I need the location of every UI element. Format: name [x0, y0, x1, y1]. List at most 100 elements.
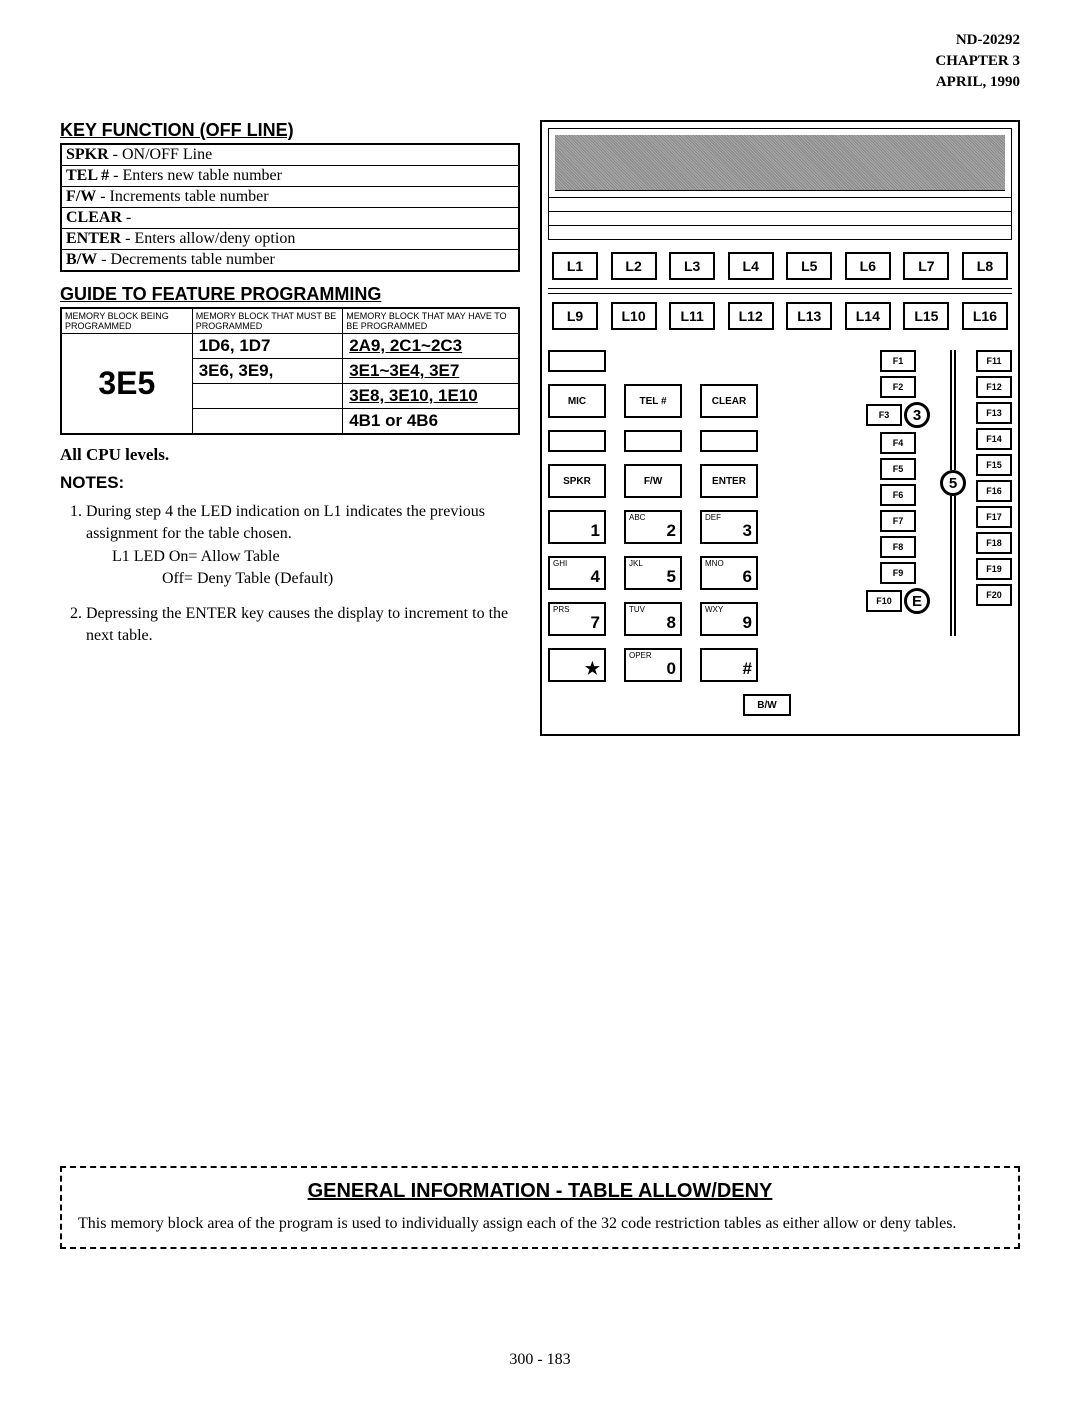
f-key[interactable]: F8	[880, 536, 916, 558]
step-e-circle: E	[904, 588, 930, 614]
l-key[interactable]: L16	[962, 302, 1008, 330]
page-number: 300 - 183	[0, 1351, 1080, 1369]
table-row: CLEAR -	[61, 208, 519, 229]
guide-cell: 3E1~3E4, 3E7	[343, 359, 519, 384]
step-5-circle: 5	[940, 470, 966, 496]
cpu-levels: All CPU levels.	[60, 445, 520, 465]
l-key[interactable]: L3	[669, 252, 715, 280]
f-key[interactable]: F13	[976, 402, 1012, 424]
l-key[interactable]: L1	[552, 252, 598, 280]
f-key[interactable]: F5	[880, 458, 916, 480]
l-key[interactable]: L6	[845, 252, 891, 280]
l-key-row-1: L1 L2 L3 L4 L5 L6 L7 L8	[548, 246, 1012, 286]
f-key[interactable]: F11	[976, 350, 1012, 372]
table-row: B/W - Decrements table number	[61, 250, 519, 272]
guide-cell: 3E6, 3E9,	[192, 359, 343, 384]
digit-key[interactable]: WXY9	[700, 602, 758, 636]
pound-key[interactable]: #	[700, 648, 758, 682]
f-key[interactable]: F20	[976, 584, 1012, 606]
blank-key	[624, 430, 682, 452]
l-key[interactable]: L5	[786, 252, 832, 280]
notes-list: During step 4 the LED indication on L1 i…	[60, 501, 520, 647]
digit-key[interactable]: GHI4	[548, 556, 606, 590]
guide-cell	[192, 384, 343, 409]
f-key[interactable]: F3	[866, 404, 902, 426]
enter-key[interactable]: ENTER	[700, 464, 758, 498]
f-key[interactable]: F18	[976, 532, 1012, 554]
digit-key[interactable]: ABC2	[624, 510, 682, 544]
doc-chapter: CHAPTER 3	[935, 51, 1020, 72]
table-row: ENTER - Enters allow/deny option	[61, 229, 519, 250]
guide-cell: 3E8, 3E10, 1E10	[343, 384, 519, 409]
note-item: During step 4 the LED indication on L1 i…	[86, 501, 520, 591]
doc-header: ND-20292 CHAPTER 3 APRIL, 1990	[935, 30, 1020, 93]
l-key[interactable]: L10	[611, 302, 657, 330]
tel-key[interactable]: TEL #	[624, 384, 682, 418]
f-key[interactable]: F14	[976, 428, 1012, 450]
digit-key[interactable]: PRS7	[548, 602, 606, 636]
doc-id: ND-20292	[935, 30, 1020, 51]
f-key[interactable]: F9	[880, 562, 916, 584]
f-key[interactable]: F10	[866, 590, 902, 612]
l-key[interactable]: L8	[962, 252, 1008, 280]
star-key[interactable]: ★	[548, 648, 606, 682]
step-3-circle: 3	[904, 402, 930, 428]
mic-key[interactable]: MIC	[548, 384, 606, 418]
guide-cell: 1D6, 1D7	[192, 334, 343, 359]
guide-cell: 2A9, 2C1~2C3	[343, 334, 519, 359]
l-key[interactable]: L11	[669, 302, 715, 330]
digit-key[interactable]: DEF3	[700, 510, 758, 544]
clear-key[interactable]: CLEAR	[700, 384, 758, 418]
guide-header: MEMORY BLOCK THAT MUST BE PROGRAMMED	[192, 308, 343, 334]
l-key[interactable]: L9	[552, 302, 598, 330]
f-key[interactable]: F1	[880, 350, 916, 372]
digit-key[interactable]: MNO6	[700, 556, 758, 590]
f-key[interactable]: F7	[880, 510, 916, 532]
doc-date: APRIL, 1990	[935, 72, 1020, 93]
notes-title: NOTES:	[60, 473, 520, 493]
guide-cell	[192, 409, 343, 435]
key-function-table: SPKR - ON/OFF Line TEL # - Enters new ta…	[60, 143, 520, 272]
f-key[interactable]: F4	[880, 432, 916, 454]
note-item: Depressing the ENTER key causes the disp…	[86, 603, 520, 648]
table-row: SPKR - ON/OFF Line	[61, 144, 519, 166]
f-key[interactable]: F17	[976, 506, 1012, 528]
f-key[interactable]: F16	[976, 480, 1012, 502]
l-key[interactable]: L2	[611, 252, 657, 280]
f-keys-right: F11 F12 F13 F14 F15 F16 F17 F18 F19 F20	[976, 350, 1012, 728]
digit-key[interactable]: OPER0	[624, 648, 682, 682]
table-row: TEL # - Enters new table number	[61, 166, 519, 187]
digit-key[interactable]: JKL5	[624, 556, 682, 590]
f-key[interactable]: F2	[880, 376, 916, 398]
digit-key[interactable]: TUV8	[624, 602, 682, 636]
guide-title: GUIDE TO FEATURE PROGRAMMING	[60, 284, 520, 305]
l-key[interactable]: L14	[845, 302, 891, 330]
digit-key[interactable]: 1	[548, 510, 606, 544]
fw-key[interactable]: F/W	[624, 464, 682, 498]
general-info-title: GENERAL INFORMATION - TABLE ALLOW/DENY	[78, 1180, 1002, 1203]
guide-header: MEMORY BLOCK BEING PROGRAMMED	[61, 308, 192, 334]
l-key[interactable]: L4	[728, 252, 774, 280]
keypad: MIC TEL # CLEAR SPKR F/W ENTER	[548, 350, 856, 728]
guide-header: MEMORY BLOCK THAT MAY HAVE TO BE PROGRAM…	[343, 308, 519, 334]
table-row: F/W - Increments table number	[61, 187, 519, 208]
l-key[interactable]: L7	[903, 252, 949, 280]
l-key[interactable]: L12	[728, 302, 774, 330]
phone-diagram: L1 L2 L3 L4 L5 L6 L7 L8 L9 L10 L11 L12 L…	[540, 120, 1020, 736]
key-function-title: KEY FUNCTION (OFF LINE)	[60, 120, 520, 141]
f-keys-left: F1 F2 F3 3 F4 F5 F6 F7 F8 F9 F10	[866, 350, 930, 728]
blank-key	[548, 430, 606, 452]
l-key-row-2: L9 L10 L11 L12 L13 L14 L15 L16	[548, 296, 1012, 336]
spkr-key[interactable]: SPKR	[548, 464, 606, 498]
f-key[interactable]: F6	[880, 484, 916, 506]
general-info-body: This memory block area of the program is…	[78, 1213, 1002, 1235]
blank-key	[548, 350, 606, 372]
l-key[interactable]: L13	[786, 302, 832, 330]
f-key[interactable]: F19	[976, 558, 1012, 580]
guide-cell: 4B1 or 4B6	[343, 409, 519, 435]
bw-key[interactable]: B/W	[743, 694, 791, 716]
l-key[interactable]: L15	[903, 302, 949, 330]
general-info-box: GENERAL INFORMATION - TABLE ALLOW/DENY T…	[60, 1166, 1020, 1249]
f-key[interactable]: F12	[976, 376, 1012, 398]
f-key[interactable]: F15	[976, 454, 1012, 476]
